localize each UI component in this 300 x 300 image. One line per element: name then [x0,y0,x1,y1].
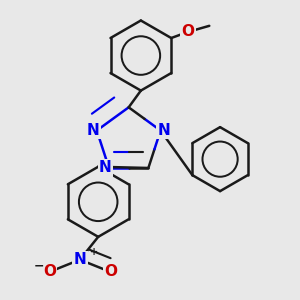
Text: +: + [90,247,98,257]
Text: O: O [104,264,117,279]
Text: −: − [34,260,44,273]
Text: N: N [74,252,86,267]
Text: N: N [87,123,100,138]
Text: N: N [157,123,170,138]
Text: O: O [182,24,194,39]
Text: N: N [99,160,112,175]
Text: O: O [43,264,56,279]
